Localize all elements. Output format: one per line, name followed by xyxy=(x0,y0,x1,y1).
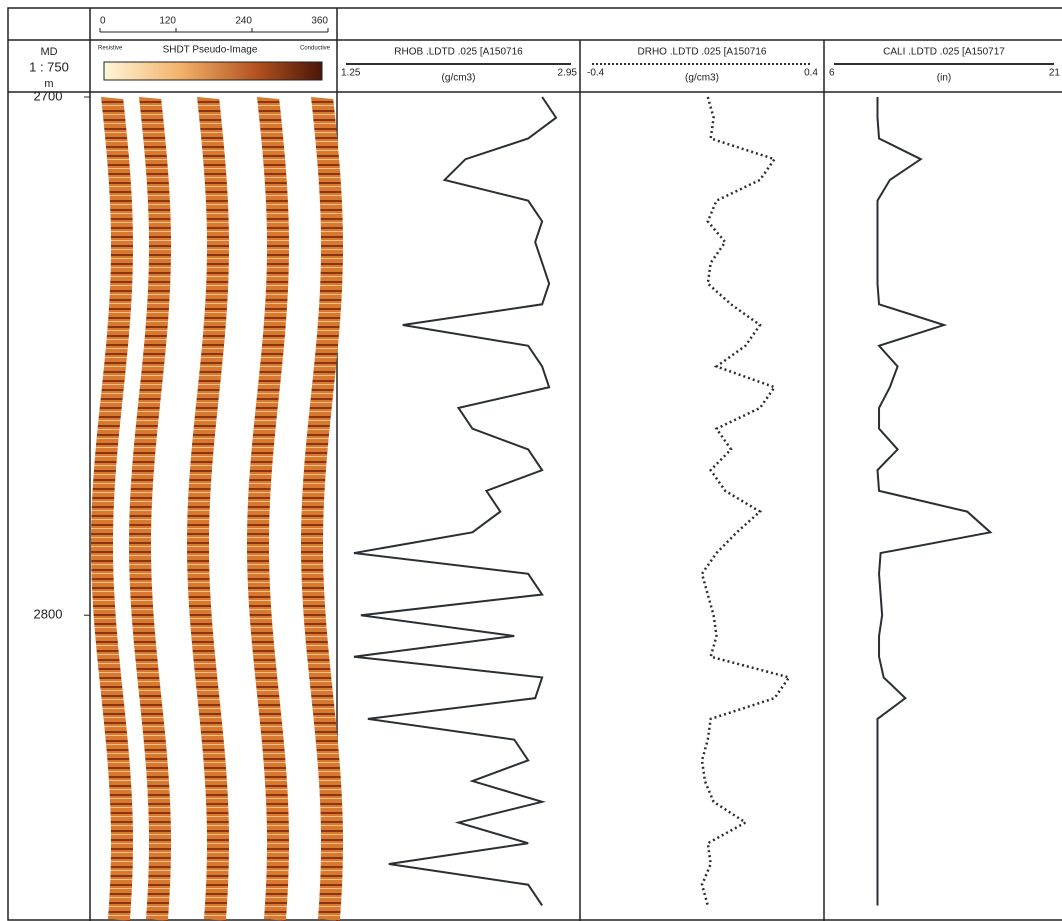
image-band xyxy=(187,97,229,921)
track-min: 1.25 xyxy=(341,68,361,79)
azimuth-tick-label: 120 xyxy=(159,16,176,27)
resistive-label: Resistive xyxy=(98,46,123,52)
track-name: RHOB .LDTD .025 [A150716 xyxy=(394,47,523,58)
image-title: SHDT Pseudo-Image xyxy=(163,45,258,56)
track-unit: (g/cm3) xyxy=(442,73,476,84)
track-unit: (in) xyxy=(937,73,951,84)
track-unit: (g/cm3) xyxy=(685,73,719,84)
track-max: 0.4 xyxy=(804,68,818,79)
log-curve xyxy=(702,97,789,905)
track-max: 21 xyxy=(1049,68,1061,79)
log-curve xyxy=(877,97,990,905)
track-name: CALI .LDTD .025 [A150717 xyxy=(883,47,1005,58)
depth-label: 2700 xyxy=(34,88,63,103)
well-log: MD 1 : 750 m Resistive SHDT Pseudo-Image… xyxy=(0,0,1062,921)
azimuth-tick-label: 240 xyxy=(235,16,252,27)
track-min: 6 xyxy=(829,68,835,79)
image-band xyxy=(91,97,133,921)
track-max: 2.95 xyxy=(558,68,578,79)
azimuth-tick-label: 360 xyxy=(311,16,328,27)
md-label: MD xyxy=(40,46,57,58)
pseudo-image xyxy=(91,97,343,921)
depth-label: 2800 xyxy=(34,607,63,622)
image-band xyxy=(129,97,171,921)
track-min: -0.4 xyxy=(587,68,605,79)
conductive-label: Conductive xyxy=(300,46,331,52)
scale-label: 1 : 750 xyxy=(29,59,69,74)
azimuth-tick-label: 0 xyxy=(100,16,106,27)
log-curve xyxy=(354,97,556,905)
color-bar xyxy=(104,62,322,80)
track-name: DRHO .LDTD .025 [A150716 xyxy=(638,47,767,58)
image-band xyxy=(247,97,289,921)
